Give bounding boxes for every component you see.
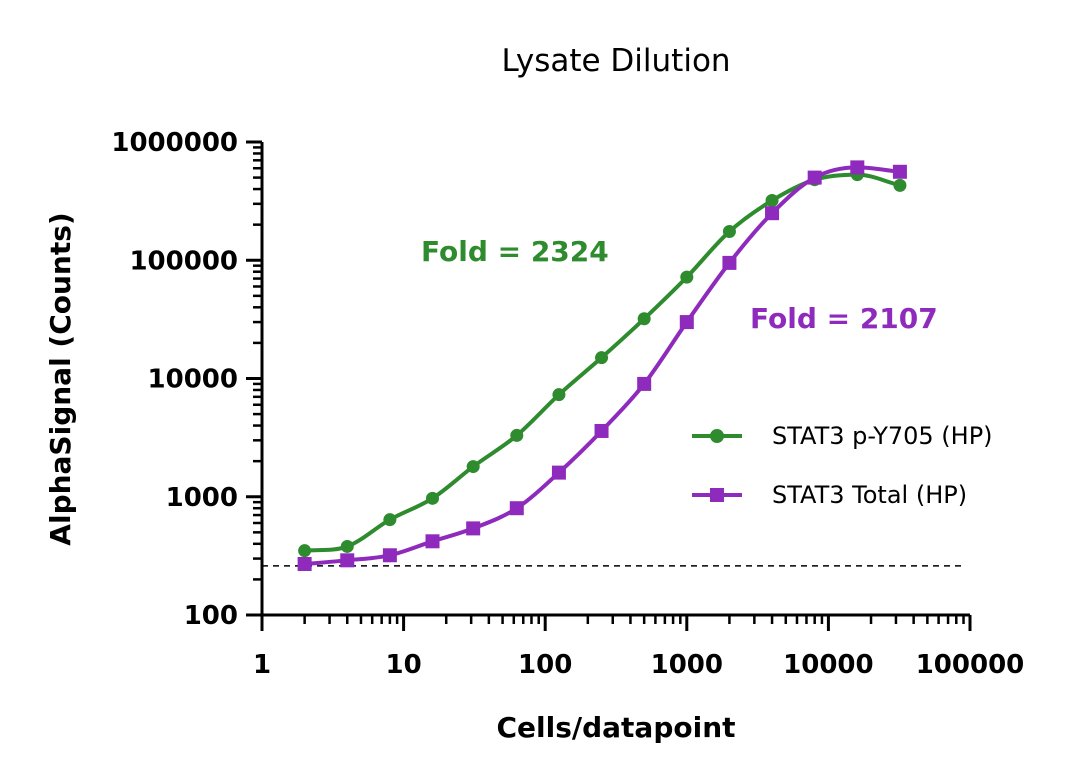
x-tick-label: 10000 bbox=[783, 650, 873, 680]
data-point bbox=[892, 164, 907, 179]
data-point bbox=[551, 465, 566, 480]
data-point bbox=[850, 160, 865, 175]
x-tick-label: 1 bbox=[253, 650, 271, 680]
legend-item-total: STAT3 Total (HP) bbox=[692, 481, 967, 509]
x-tick-label: 100000 bbox=[916, 650, 1025, 680]
data-point bbox=[722, 255, 737, 270]
y-tick-label: 100000 bbox=[129, 246, 238, 276]
y-tick-label: 1000000 bbox=[111, 128, 238, 158]
x-tick-label: 100 bbox=[518, 650, 572, 680]
axes-group: 1 10 100 1000 10000 100000 100 1000 10000 100000 1… bbox=[111, 128, 1024, 680]
data-point bbox=[595, 351, 609, 365]
data-point bbox=[765, 194, 779, 208]
x-tick-label: 10 bbox=[386, 650, 422, 680]
data-point bbox=[637, 312, 651, 326]
data-point bbox=[426, 491, 440, 505]
y-tick-label: 100 bbox=[184, 601, 238, 631]
data-point bbox=[466, 460, 480, 474]
data-point bbox=[680, 270, 694, 284]
legend-item-p-y705: STAT3 p-Y705 (HP) bbox=[692, 422, 993, 450]
data-point bbox=[509, 501, 524, 516]
series-1 bbox=[297, 160, 907, 571]
y-tick-label: 1000 bbox=[166, 483, 238, 513]
data-point bbox=[297, 556, 312, 571]
legend-marker-circle-icon bbox=[710, 429, 724, 443]
data-point bbox=[340, 539, 354, 553]
data-point bbox=[679, 315, 694, 330]
legend-marker-square-icon bbox=[710, 488, 724, 502]
data-point bbox=[382, 548, 397, 563]
legend-label-p-y705: STAT3 p-Y705 (HP) bbox=[772, 422, 993, 450]
data-point bbox=[765, 206, 780, 221]
data-point bbox=[807, 170, 822, 185]
data-point bbox=[298, 544, 312, 558]
data-point bbox=[425, 534, 440, 549]
data-point bbox=[637, 376, 652, 391]
data-point bbox=[383, 513, 397, 527]
y-axis-label: AlphaSignal (Counts) bbox=[44, 212, 77, 545]
data-point bbox=[594, 423, 609, 438]
chart-legend: STAT3 p-Y705 (HP) STAT3 Total (HP) bbox=[692, 422, 993, 509]
data-point bbox=[722, 225, 736, 239]
data-point bbox=[466, 521, 481, 536]
x-tick-label: 1000 bbox=[651, 650, 723, 680]
data-point bbox=[552, 388, 566, 402]
fold-annotation-p-y705: Fold = 2324 bbox=[421, 235, 609, 268]
data-point bbox=[510, 428, 524, 442]
fold-annotation-total: Fold = 2107 bbox=[750, 302, 938, 335]
x-axis-label: Cells/datapoint bbox=[496, 711, 735, 744]
y-tick-label: 10000 bbox=[148, 365, 238, 395]
data-point bbox=[893, 178, 907, 192]
legend-label-total: STAT3 Total (HP) bbox=[772, 481, 967, 509]
chart-title: Lysate Dilution bbox=[501, 43, 730, 79]
data-point bbox=[340, 553, 355, 568]
